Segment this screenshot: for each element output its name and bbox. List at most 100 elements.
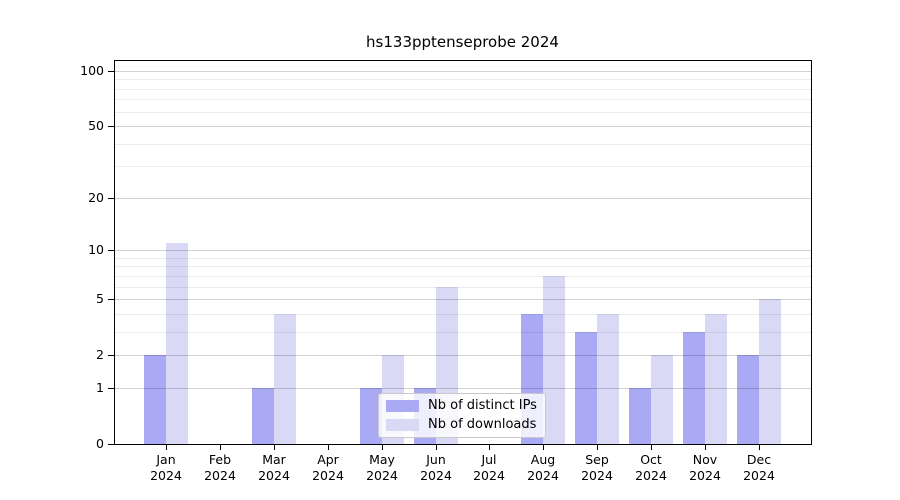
x-tick-label-aug: Aug 2024 — [511, 452, 575, 484]
gridline-major-50 — [114, 126, 811, 127]
bar-nb-of-distinct-ips-jan — [144, 355, 166, 444]
x-tick-year: 2024 — [635, 468, 667, 483]
y-tick-label-1: 1 — [96, 380, 104, 395]
x-tick-mark-feb — [220, 445, 221, 450]
y-tick-label-5: 5 — [96, 291, 104, 306]
legend: Nb of distinct IPs Nb of downloads — [378, 393, 546, 438]
x-tick-mark-aug — [543, 445, 544, 450]
x-tick-mark-jan — [166, 445, 167, 450]
bar-nb-of-downloads-jan — [166, 243, 188, 444]
y-tick-mark-10 — [108, 250, 114, 251]
x-tick-year: 2024 — [689, 468, 721, 483]
y-tick-mark-20 — [108, 198, 114, 199]
spine-left — [114, 60, 115, 445]
gridline-minor-40 — [114, 144, 811, 145]
legend-swatch-nb-of-distinct-ips — [386, 400, 419, 412]
bar-nb-of-distinct-ips-nov — [683, 331, 706, 444]
x-tick-month: Oct — [640, 452, 662, 467]
gridline-major-10 — [114, 250, 811, 251]
gridline-minor-80 — [114, 89, 811, 90]
x-tick-mark-oct — [651, 445, 652, 450]
x-tick-month: Nov — [692, 452, 718, 467]
spine-bottom — [114, 444, 812, 445]
y-tick-mark-0 — [108, 444, 114, 445]
bar-nb-of-downloads-dec — [759, 299, 781, 444]
gridline-minor-8 — [114, 266, 811, 267]
y-tick-label-20: 20 — [88, 190, 104, 205]
gridline-minor-6 — [114, 287, 811, 288]
x-tick-label-apr: Apr 2024 — [296, 452, 360, 484]
x-tick-year: 2024 — [743, 468, 775, 483]
bar-nb-of-downloads-nov — [705, 313, 728, 444]
gridline-minor-3 — [114, 332, 811, 333]
bar-nb-of-distinct-ips-may — [359, 387, 382, 444]
x-tick-label-oct: Oct 2024 — [619, 452, 683, 484]
x-tick-label-jan: Jan 2024 — [134, 452, 198, 484]
x-tick-label-mar: Mar 2024 — [242, 452, 306, 484]
legend-item-nb-of-distinct-ips: Nb of distinct IPs — [386, 398, 539, 414]
bar-nb-of-distinct-ips-sep — [575, 331, 598, 444]
x-tick-year: 2024 — [204, 468, 236, 483]
legend-swatch-nb-of-downloads — [386, 419, 419, 431]
x-tick-year: 2024 — [527, 468, 559, 483]
spine-top — [114, 60, 812, 61]
x-tick-mark-sep — [597, 445, 598, 450]
x-tick-month: May — [369, 452, 395, 467]
y-tick-mark-5 — [108, 299, 114, 300]
x-tick-month: Dec — [746, 452, 772, 467]
x-tick-label-feb: Feb 2024 — [188, 452, 252, 484]
x-tick-year: 2024 — [420, 468, 452, 483]
x-tick-month: Apr — [317, 452, 339, 467]
y-tick-label-10: 10 — [88, 242, 104, 257]
gridline-major-20 — [114, 198, 811, 199]
spine-right — [811, 60, 812, 445]
y-tick-mark-1 — [108, 388, 114, 389]
y-tick-label-50: 50 — [88, 118, 104, 133]
x-tick-month: Jan — [156, 452, 176, 467]
chart-title: hs133pptenseprobe 2024 — [366, 33, 559, 51]
x-tick-month: Sep — [585, 452, 609, 467]
x-tick-mark-mar — [274, 445, 275, 450]
x-tick-mark-may — [382, 445, 383, 450]
bar-nb-of-downloads-mar — [273, 313, 296, 444]
gridline-minor-4 — [114, 314, 811, 315]
gridline-major-2 — [114, 355, 811, 356]
x-tick-year: 2024 — [150, 468, 182, 483]
gridline-major-5 — [114, 299, 811, 300]
legend-label-nb-of-distinct-ips: Nb of distinct IPs — [428, 398, 537, 413]
x-tick-mark-dec — [759, 445, 760, 450]
x-tick-mark-jun — [436, 445, 437, 450]
x-tick-month: Jul — [481, 452, 497, 467]
x-tick-label-dec: Dec 2024 — [727, 452, 791, 484]
x-tick-label-jun: Jun 2024 — [404, 452, 468, 484]
gridline-major-100 — [114, 71, 811, 72]
x-tick-year: 2024 — [366, 468, 398, 483]
y-tick-label-0: 0 — [96, 436, 104, 451]
bar-nb-of-distinct-ips-mar — [251, 387, 274, 444]
y-tick-mark-100 — [108, 71, 114, 72]
x-tick-month: Aug — [530, 452, 556, 467]
x-tick-mark-apr — [328, 445, 329, 450]
bar-nb-of-distinct-ips-dec — [737, 355, 759, 444]
x-tick-year: 2024 — [473, 468, 505, 483]
gridline-minor-7 — [114, 276, 811, 277]
x-tick-mark-jul — [489, 445, 490, 450]
x-tick-month: Mar — [262, 452, 286, 467]
gridline-minor-9 — [114, 258, 811, 259]
legend-label-nb-of-downloads: Nb of downloads — [428, 417, 537, 432]
x-tick-month: Feb — [208, 452, 232, 467]
x-tick-year: 2024 — [581, 468, 613, 483]
x-tick-label-may: May 2024 — [350, 452, 414, 484]
x-tick-mark-nov — [705, 445, 706, 450]
x-tick-year: 2024 — [312, 468, 344, 483]
bar-nb-of-distinct-ips-oct — [629, 387, 652, 444]
y-tick-mark-2 — [108, 355, 114, 356]
x-tick-label-jul: Jul 2024 — [457, 452, 521, 484]
x-tick-year: 2024 — [258, 468, 290, 483]
x-tick-label-sep: Sep 2024 — [565, 452, 629, 484]
legend-item-nb-of-downloads: Nb of downloads — [386, 417, 539, 433]
bar-nb-of-downloads-sep — [597, 313, 620, 444]
y-tick-label-100: 100 — [80, 63, 104, 78]
x-tick-month: Jun — [426, 452, 446, 467]
